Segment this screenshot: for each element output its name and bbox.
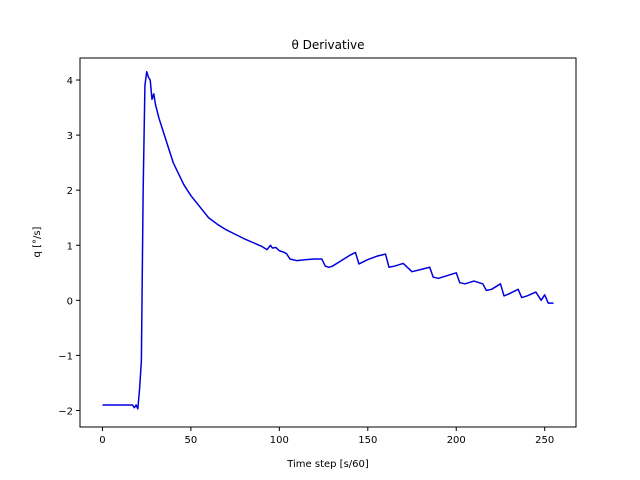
plot-frame [79, 57, 577, 428]
chart-title: θ Derivative [291, 38, 364, 52]
y-tick-label: 3 [67, 131, 73, 142]
x-tick-label: 250 [535, 435, 554, 446]
x-tick-label: 200 [447, 435, 466, 446]
y-tick-label: −1 [58, 351, 73, 362]
plot-area: 0 50 100 150 200 250 −2 −1 0 1 2 3 4 [58, 57, 577, 446]
series-line-0 [102, 71, 554, 410]
y-tick-label: 0 [67, 296, 73, 307]
y-tick-label: −2 [58, 406, 73, 417]
x-tick-label: 0 [99, 435, 105, 446]
y-tick-label: 2 [67, 186, 73, 197]
y-axis-label: q [°/s] [32, 226, 43, 257]
x-tick-label: 150 [358, 435, 377, 446]
y-tick-label: 1 [67, 241, 73, 252]
x-tick-label: 50 [185, 435, 198, 446]
y-tick-label: 4 [67, 76, 73, 87]
x-axis-label: Time step [s/60] [286, 459, 369, 470]
x-tick-label: 100 [270, 435, 289, 446]
